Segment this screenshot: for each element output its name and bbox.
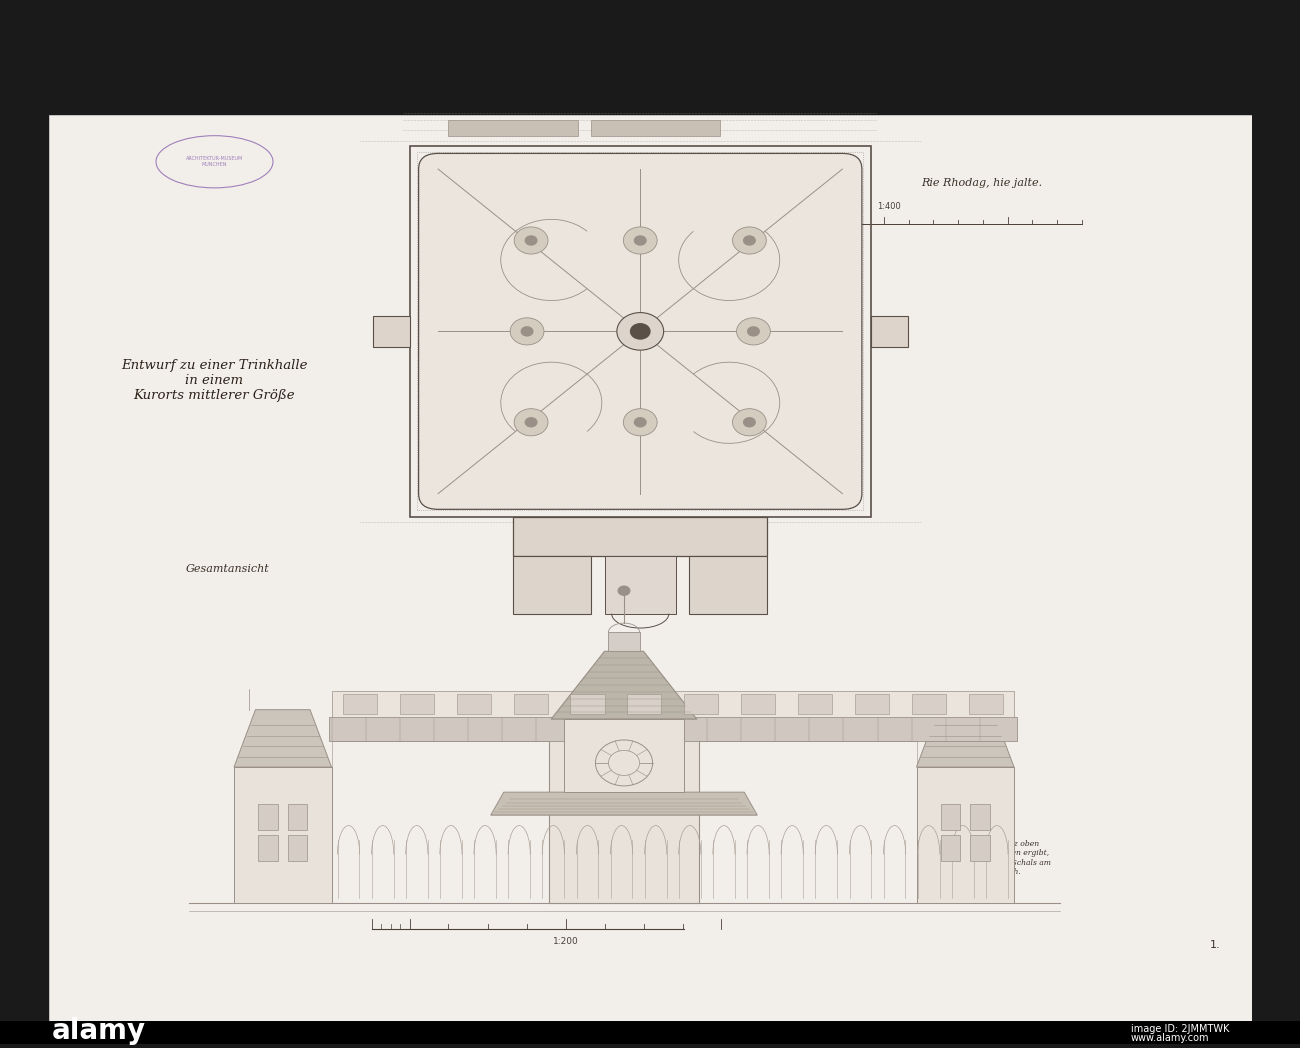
Text: Rie Rhodag, hie jalte.: Rie Rhodag, hie jalte. — [920, 178, 1043, 188]
Bar — [448, 121, 577, 135]
Bar — [590, 121, 720, 135]
Bar — [1252, 0, 1300, 1044]
Bar — [287, 835, 307, 861]
Bar — [549, 694, 699, 902]
Text: Entwurf zu einer Trinkhalle
in einem
Kurorts mittlerer Größe: Entwurf zu einer Trinkhalle in einem Kur… — [121, 359, 308, 402]
Circle shape — [515, 227, 549, 254]
Circle shape — [742, 417, 755, 428]
Bar — [234, 767, 332, 902]
Polygon shape — [491, 792, 757, 815]
Bar — [871, 315, 907, 347]
Polygon shape — [234, 709, 332, 767]
Circle shape — [732, 227, 766, 254]
Bar — [259, 835, 278, 861]
Bar — [400, 694, 434, 714]
Circle shape — [525, 235, 538, 245]
Polygon shape — [551, 651, 697, 719]
Text: image ID: 2JMMTWK: image ID: 2JMMTWK — [1131, 1024, 1230, 1034]
Bar — [855, 694, 889, 714]
Text: die fehlers des Satz oben
genaue Einzelheiten ergibt,
Betreffe. Weg die Schals a: die fehlers des Satz oben genaue Einzelh… — [942, 840, 1052, 894]
Bar — [798, 694, 832, 714]
Circle shape — [737, 318, 771, 345]
Text: Gesamtansicht: Gesamtansicht — [186, 564, 269, 574]
Text: www.alamy.com: www.alamy.com — [1131, 1033, 1209, 1044]
Bar — [564, 719, 684, 792]
Bar — [571, 694, 605, 714]
Bar — [287, 804, 307, 830]
Bar — [684, 694, 719, 714]
Bar — [689, 556, 767, 614]
Text: alamy: alamy — [52, 1018, 146, 1045]
Bar — [941, 835, 961, 861]
Bar — [627, 694, 662, 714]
Circle shape — [742, 235, 755, 245]
Bar — [916, 767, 1014, 902]
Circle shape — [624, 409, 656, 436]
Bar — [0, 1021, 1300, 1044]
Bar — [608, 633, 640, 651]
Bar — [410, 146, 871, 517]
Circle shape — [629, 323, 650, 340]
Bar — [49, 115, 1252, 1021]
Bar — [604, 556, 676, 614]
Circle shape — [624, 227, 656, 254]
Circle shape — [618, 586, 630, 596]
Bar — [514, 694, 547, 714]
Circle shape — [510, 318, 543, 345]
Bar — [343, 694, 377, 714]
Circle shape — [634, 417, 647, 428]
Text: 1:200: 1:200 — [552, 937, 578, 945]
Circle shape — [525, 417, 538, 428]
Circle shape — [618, 312, 664, 350]
Polygon shape — [916, 709, 1014, 767]
Bar — [514, 517, 767, 556]
Circle shape — [520, 326, 533, 336]
Bar — [0, 0, 49, 1044]
Bar — [456, 694, 491, 714]
Bar — [417, 152, 863, 510]
Circle shape — [515, 409, 549, 436]
Circle shape — [732, 409, 766, 436]
Bar — [514, 556, 592, 614]
Text: ARCHITEKTUR-MUSEUM
MUNCHEN: ARCHITEKTUR-MUSEUM MUNCHEN — [186, 156, 243, 168]
Circle shape — [747, 326, 760, 336]
FancyBboxPatch shape — [419, 153, 862, 509]
Bar — [741, 694, 775, 714]
Bar — [970, 804, 989, 830]
Bar — [329, 717, 1017, 741]
Circle shape — [634, 235, 647, 245]
Bar — [332, 691, 1014, 717]
Bar — [373, 315, 410, 347]
Bar — [970, 835, 989, 861]
Bar — [968, 694, 1002, 714]
Bar — [911, 694, 946, 714]
Text: 1:400: 1:400 — [878, 202, 901, 211]
Text: 1.: 1. — [1210, 940, 1221, 949]
Bar — [941, 804, 961, 830]
Bar — [259, 804, 278, 830]
Bar — [0, 0, 1300, 115]
